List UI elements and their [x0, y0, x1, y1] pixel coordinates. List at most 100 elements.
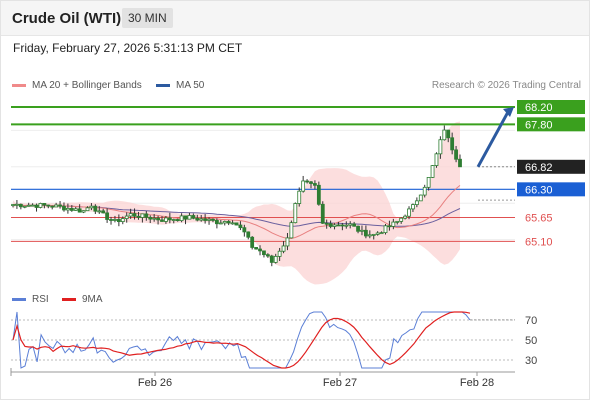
candle: [167, 212, 172, 224]
candle-body: [316, 184, 321, 205]
credit-text: Research © 2026 Trading Central: [431, 80, 581, 91]
level-label-65-10: 65.10: [525, 236, 553, 248]
candle: [226, 220, 231, 226]
candle-body: [442, 129, 447, 141]
candle: [407, 206, 411, 220]
candle-body: [38, 203, 43, 208]
candle-body: [46, 204, 51, 207]
candle-body: [262, 250, 266, 256]
candle: [164, 216, 168, 224]
candle-body: [195, 217, 200, 221]
candle: [113, 215, 117, 223]
candle-body: [89, 205, 94, 209]
candle: [434, 152, 439, 168]
candle: [211, 218, 215, 223]
candle: [116, 214, 121, 227]
level-label-68-20: 68.20: [517, 100, 585, 114]
candle: [38, 202, 43, 209]
candle: [11, 204, 15, 208]
candle: [371, 233, 376, 240]
candle-body: [124, 215, 129, 219]
candle: [320, 201, 325, 224]
candle-body: [22, 205, 27, 208]
level-badge: [517, 159, 585, 174]
candle: [301, 175, 306, 193]
candle: [120, 216, 125, 225]
candle-body: [183, 215, 188, 220]
chart-title: Crude Oil (WTI): [12, 10, 122, 27]
candle-body: [211, 218, 215, 221]
candle: [93, 204, 98, 214]
candle-body: [273, 255, 278, 263]
candle-body: [458, 158, 462, 168]
level-label-66-82: 66.82: [517, 159, 585, 174]
candle-body: [438, 139, 443, 155]
candle-body: [289, 222, 294, 239]
candle-body: [50, 205, 55, 208]
candle-body: [403, 215, 408, 219]
candle: [277, 247, 282, 261]
legend-label: 9MA: [82, 294, 103, 305]
candle: [430, 165, 435, 178]
candle: [352, 221, 357, 227]
candle: [124, 212, 129, 223]
candle-body: [136, 215, 141, 218]
candle: [238, 221, 243, 231]
candle-body: [309, 181, 313, 184]
legend-swatch: [62, 298, 76, 301]
candle: [179, 213, 184, 223]
candle-body: [301, 180, 306, 192]
candle-body: [356, 225, 360, 232]
candle-body: [363, 229, 368, 237]
candle-body: [234, 222, 239, 226]
candle-body: [391, 221, 396, 227]
candle-body: [411, 204, 415, 210]
candle: [171, 218, 176, 224]
timestamp: Friday, February 27, 2026 5:31:13 PM CET: [13, 41, 243, 55]
legend-label: RSI: [32, 294, 49, 305]
level-value: 66.30: [525, 184, 553, 196]
candle-body: [324, 222, 329, 225]
candle: [269, 254, 274, 267]
candle: [50, 205, 55, 210]
candle-body: [297, 190, 302, 204]
candle: [344, 221, 349, 229]
candle: [97, 206, 102, 214]
candle: [399, 217, 404, 224]
candle: [356, 225, 360, 234]
candle-body: [340, 224, 345, 227]
candle-body: [426, 177, 431, 188]
candle-body: [73, 208, 78, 211]
candle: [62, 202, 66, 212]
candle-body: [254, 247, 259, 250]
candle: [348, 221, 353, 229]
candle: [101, 208, 106, 214]
legend-label: MA 50: [176, 80, 205, 91]
candle-body: [191, 215, 196, 219]
candle: [54, 202, 59, 208]
candle: [458, 154, 462, 168]
candle-body: [422, 186, 427, 196]
candle: [152, 214, 157, 222]
candle-body: [15, 203, 19, 206]
candle-body: [175, 219, 180, 222]
candle: [58, 201, 62, 209]
candle: [42, 203, 47, 209]
x-tick-label: Feb 28: [460, 377, 494, 389]
candle: [418, 194, 423, 202]
candle-body: [113, 219, 117, 221]
candle: [340, 222, 345, 231]
candle: [183, 215, 188, 225]
candle-body: [222, 221, 227, 224]
candle: [293, 202, 298, 224]
candle-body: [230, 222, 235, 225]
candle-body: [352, 223, 357, 227]
interval-badge[interactable]: 30 MIN: [122, 8, 173, 28]
candle: [414, 197, 419, 208]
candle-body: [207, 218, 211, 221]
candle-body: [132, 213, 137, 217]
candle: [367, 230, 372, 239]
candle-body: [152, 217, 157, 220]
candle-body: [128, 213, 133, 217]
